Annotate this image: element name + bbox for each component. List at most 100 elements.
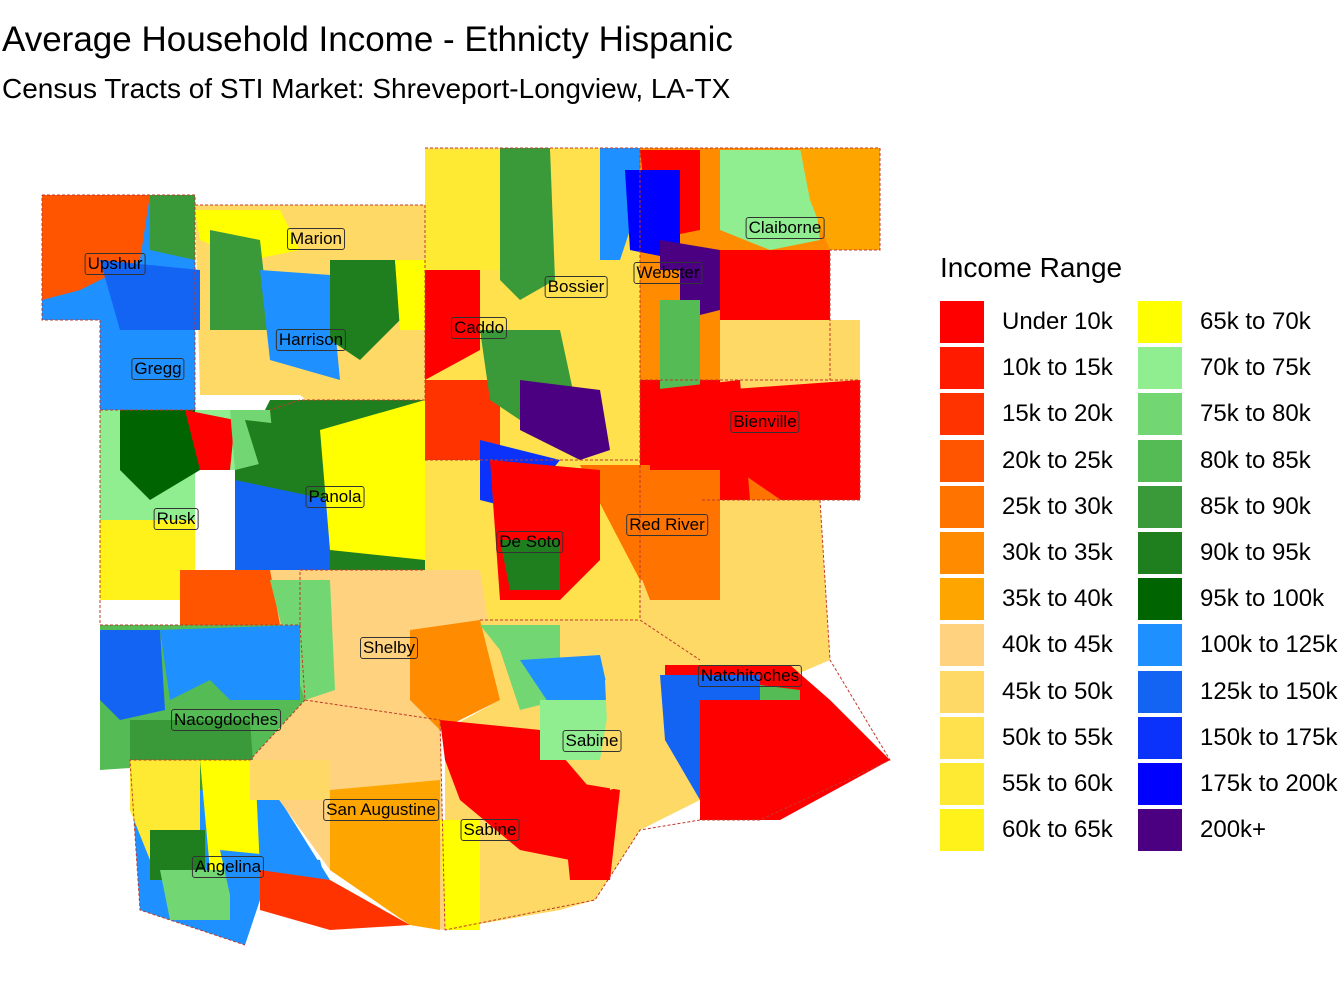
county-label: Bienville — [730, 411, 800, 433]
legend-label: 20k to 25k — [1002, 446, 1113, 474]
legend-swatch — [1138, 485, 1182, 528]
county-label: Claiborne — [745, 217, 825, 239]
legend-swatch — [940, 578, 984, 621]
legend-swatch — [1138, 532, 1182, 574]
legend-label: 95k to 100k — [1200, 585, 1325, 613]
tract-region — [500, 148, 555, 300]
tract-region — [625, 170, 680, 260]
legend-swatch — [940, 439, 984, 482]
legend-label: 80k to 85k — [1200, 446, 1311, 474]
tract-region — [185, 410, 235, 470]
tract-region — [210, 230, 270, 330]
legend-label: 25k to 30k — [1002, 492, 1113, 520]
tract-region — [425, 380, 500, 460]
tract-region — [660, 300, 700, 390]
county-label: Panola — [305, 486, 365, 508]
legend-label: 85k to 90k — [1200, 492, 1311, 520]
tract-region — [700, 700, 890, 820]
tract-region — [150, 830, 205, 880]
legend-label: 70k to 75k — [1200, 354, 1311, 382]
legend-label: 30k to 35k — [1002, 539, 1113, 566]
tract-region — [160, 625, 300, 700]
county-label: Marion — [287, 228, 345, 250]
legend-swatch — [940, 809, 984, 852]
county-border — [304, 699, 446, 931]
legend-swatch — [940, 624, 984, 667]
legend-label: 175k to 200k — [1200, 770, 1338, 797]
tract-region — [425, 270, 480, 380]
legend-swatch — [1138, 624, 1182, 667]
county-border — [129, 624, 306, 946]
tract-region — [800, 148, 880, 250]
legend-swatch — [940, 485, 984, 528]
county-border — [640, 379, 861, 501]
legend-label: 75k to 80k — [1200, 400, 1311, 428]
county-label: Harrison — [275, 329, 347, 351]
legend-label: 40k to 45k — [1002, 631, 1113, 659]
legend-label: 45k to 50k — [1002, 677, 1113, 705]
legend-swatch — [1138, 716, 1182, 759]
county-label: Angelina — [191, 856, 265, 878]
legend-swatch — [1138, 301, 1182, 343]
tract-region — [270, 580, 335, 700]
legend-label: Under 10k — [1002, 308, 1113, 335]
tract-region — [700, 500, 830, 690]
tract-region — [100, 260, 200, 330]
county-label: Rusk — [153, 508, 199, 530]
legend-swatch — [1138, 763, 1182, 805]
county-border — [480, 619, 701, 661]
county-label: San Augustine — [323, 799, 439, 821]
tract-region — [560, 780, 620, 880]
legend-label: 50k to 55k — [1002, 723, 1113, 751]
legend-swatch — [940, 301, 984, 343]
legend-title: Income Range — [940, 252, 1123, 283]
county-borders — [41, 147, 891, 946]
county-label: Natchitoches — [697, 665, 803, 687]
county-label: De Soto — [496, 531, 564, 553]
tract-region — [180, 570, 280, 625]
county-label: Sabine — [562, 730, 622, 752]
county-label: Caddo — [450, 317, 508, 339]
map-regions — [42, 148, 890, 945]
tract-region — [550, 148, 600, 270]
legend-swatch — [1138, 439, 1182, 482]
tract-region — [330, 780, 440, 930]
county-label: Gregg — [131, 358, 185, 380]
county-border — [444, 499, 891, 931]
legend-label: 100k to 125k — [1200, 631, 1338, 659]
tract-region — [100, 630, 165, 720]
tract-region — [150, 195, 195, 260]
tract-region — [445, 620, 720, 930]
legend-swatch — [940, 532, 984, 574]
county-border — [195, 204, 426, 411]
legend-swatch — [940, 347, 984, 390]
legend-label: 90k to 95k — [1200, 539, 1311, 566]
tract-region — [320, 400, 425, 560]
county-label: Webster — [633, 262, 703, 284]
legend-label: 125k to 150k — [1200, 677, 1338, 705]
map-subtitle: Census Tracts of STI Market: Shreveport-… — [2, 73, 731, 104]
county-label: Nacogdoches — [171, 709, 281, 731]
tract-region — [410, 620, 500, 730]
tract-region — [120, 410, 200, 500]
legend-swatch — [1138, 809, 1182, 852]
legend-swatch — [1138, 393, 1182, 436]
legend-swatch — [940, 393, 984, 436]
tract-region — [720, 250, 830, 320]
county-label: Sabine — [460, 819, 520, 841]
legend-label: 10k to 15k — [1002, 354, 1113, 382]
tract-region — [330, 260, 400, 360]
legend-label: 200k+ — [1200, 816, 1267, 844]
tract-region — [200, 760, 260, 870]
county-label: Red River — [626, 514, 708, 536]
tract-region — [260, 870, 410, 930]
tract-region — [42, 195, 150, 300]
legend-swatch — [940, 716, 984, 759]
county-label: Bossier — [544, 276, 608, 298]
tract-region — [720, 320, 860, 390]
legend-label: 55k to 60k — [1002, 770, 1113, 797]
tract-region — [440, 820, 480, 930]
legend-swatch — [1138, 347, 1182, 390]
legend-swatch — [1138, 578, 1182, 621]
legend-swatch — [940, 763, 984, 805]
